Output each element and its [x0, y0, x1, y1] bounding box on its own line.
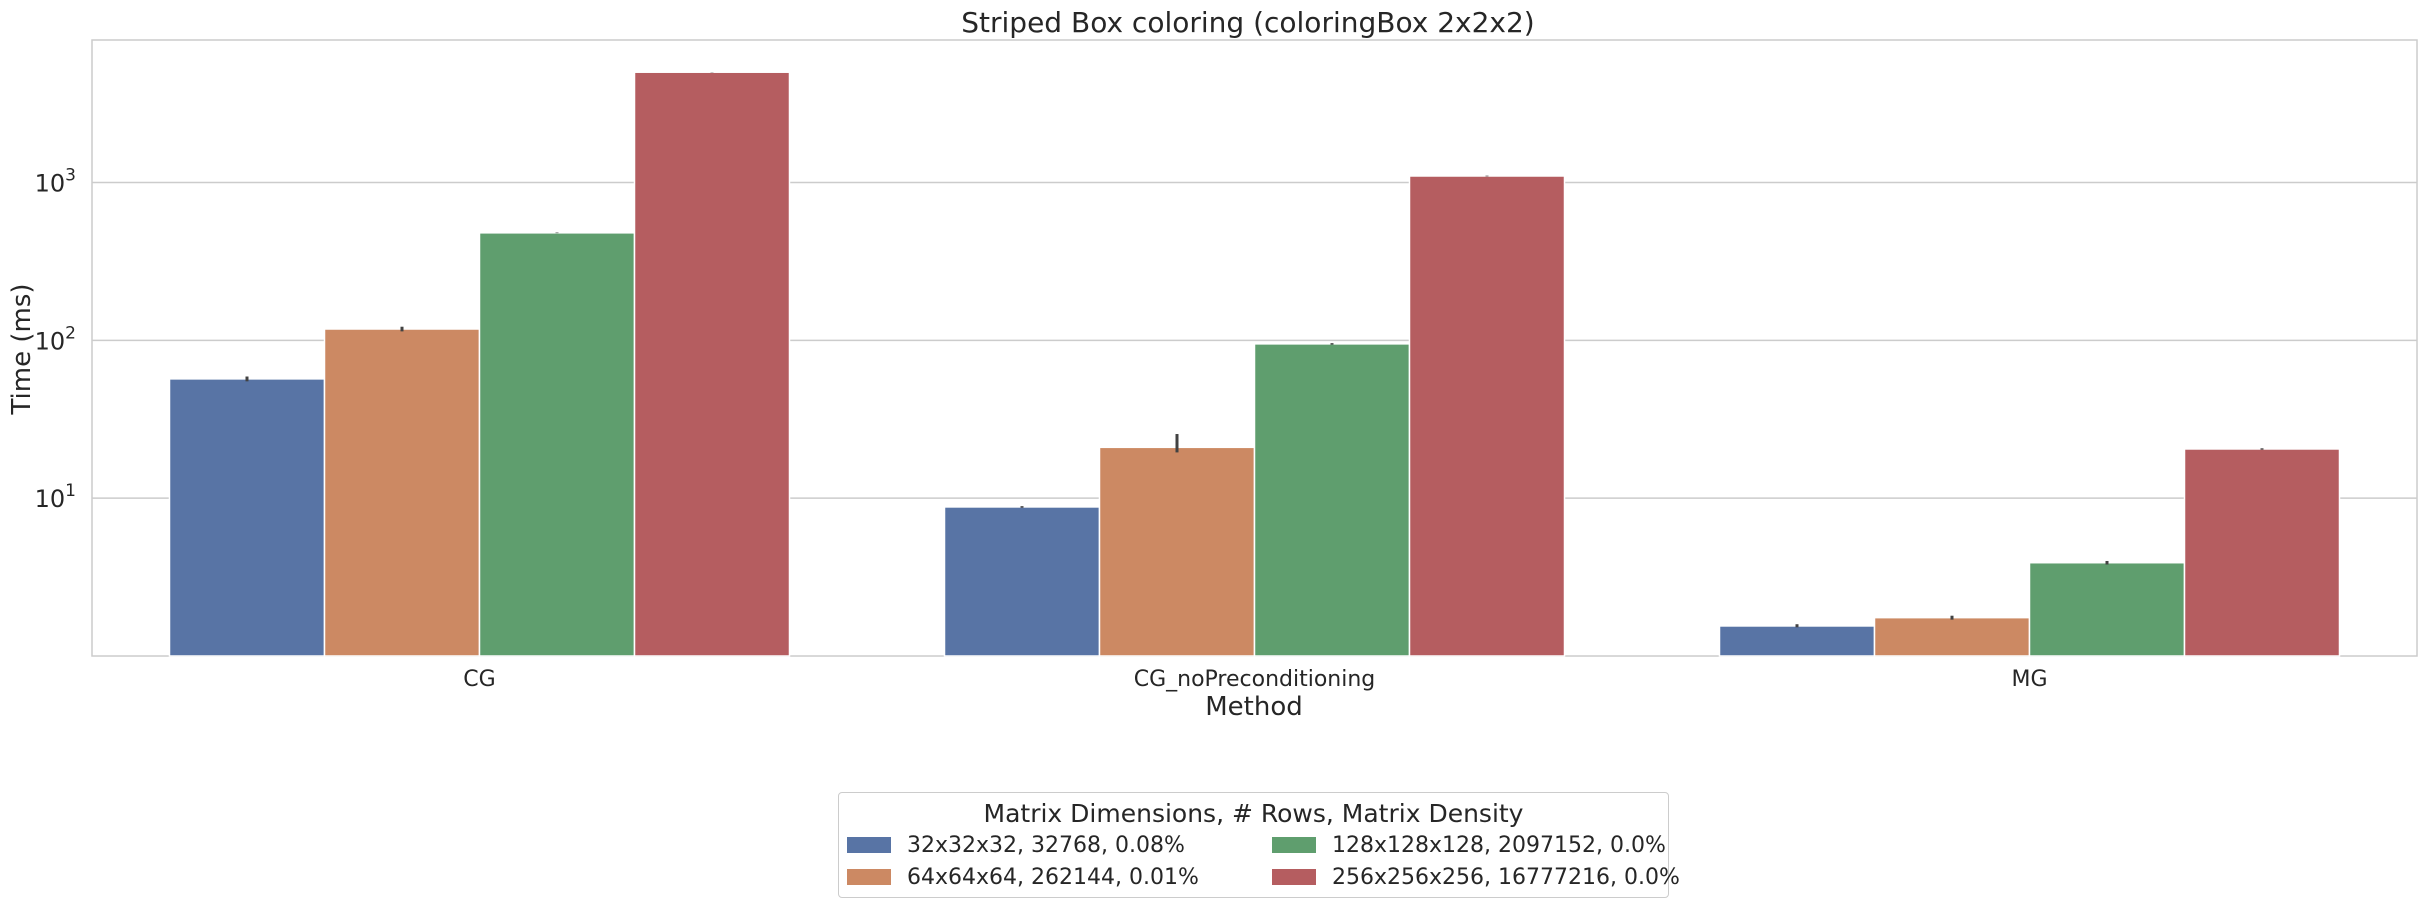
bar — [943, 506, 1101, 657]
chart-title: Striped Box coloring (coloringBox 2x2x2) — [961, 6, 1534, 39]
bar — [2183, 448, 2341, 657]
bar — [1408, 175, 1566, 657]
bar — [1873, 616, 2031, 657]
y-tick-exponent: 2 — [65, 323, 76, 343]
legend-label: 256x256x256, 16777216, 0.0% — [1332, 864, 1680, 890]
y-tick-base: 10 — [35, 327, 66, 355]
legend-entry-series-1: 32x32x32, 32768, 0.08% — [847, 831, 1185, 859]
legend-title: Matrix Dimensions, # Rows, Matrix Densit… — [983, 799, 1524, 828]
legend-swatch — [847, 837, 891, 853]
legend-swatch — [1272, 869, 1316, 885]
legend-label: 32x32x32, 32768, 0.08% — [907, 832, 1185, 858]
legend: Matrix Dimensions, # Rows, Matrix Densit… — [838, 792, 1680, 898]
x-tick-label: CG_noPreconditioning — [1134, 667, 1376, 692]
legend-swatch — [847, 869, 891, 885]
legend-swatch — [1272, 837, 1316, 853]
bar — [168, 378, 326, 657]
x-tick-label: MG — [2011, 667, 2047, 692]
bar — [2028, 561, 2186, 657]
y-tick-label: 101 — [35, 481, 76, 513]
bar — [323, 328, 481, 657]
y-tick-base: 10 — [35, 170, 66, 198]
bar — [1718, 625, 1876, 657]
x-tick-label: CG — [463, 667, 495, 692]
bar — [633, 71, 791, 657]
y-tick-label: 102 — [35, 323, 76, 355]
bars — [168, 71, 2341, 657]
y-tick-exponent: 1 — [65, 481, 76, 501]
y-axis-label: Time (ms) — [7, 283, 37, 415]
error-bars — [245, 72, 2264, 628]
bar — [478, 232, 636, 657]
legend-entry-series-4: 256x256x256, 16777216, 0.0% — [1272, 863, 1680, 891]
x-axis-label: Method — [1205, 692, 1303, 722]
y-tick-base: 10 — [35, 485, 66, 513]
legend-label: 128x128x128, 2097152, 0.0% — [1332, 832, 1666, 858]
y-tick-label: 103 — [35, 166, 76, 198]
legend-label: 64x64x64, 262144, 0.01% — [907, 864, 1199, 890]
bar — [1253, 343, 1411, 657]
y-tick-exponent: 3 — [65, 166, 76, 186]
legend-entry-series-2: 64x64x64, 262144, 0.01% — [847, 863, 1199, 891]
bar — [1098, 446, 1256, 657]
legend-entry-series-3: 128x128x128, 2097152, 0.0% — [1272, 831, 1666, 859]
x-tick-labels: CG CG_noPreconditioning MG — [463, 667, 2047, 692]
